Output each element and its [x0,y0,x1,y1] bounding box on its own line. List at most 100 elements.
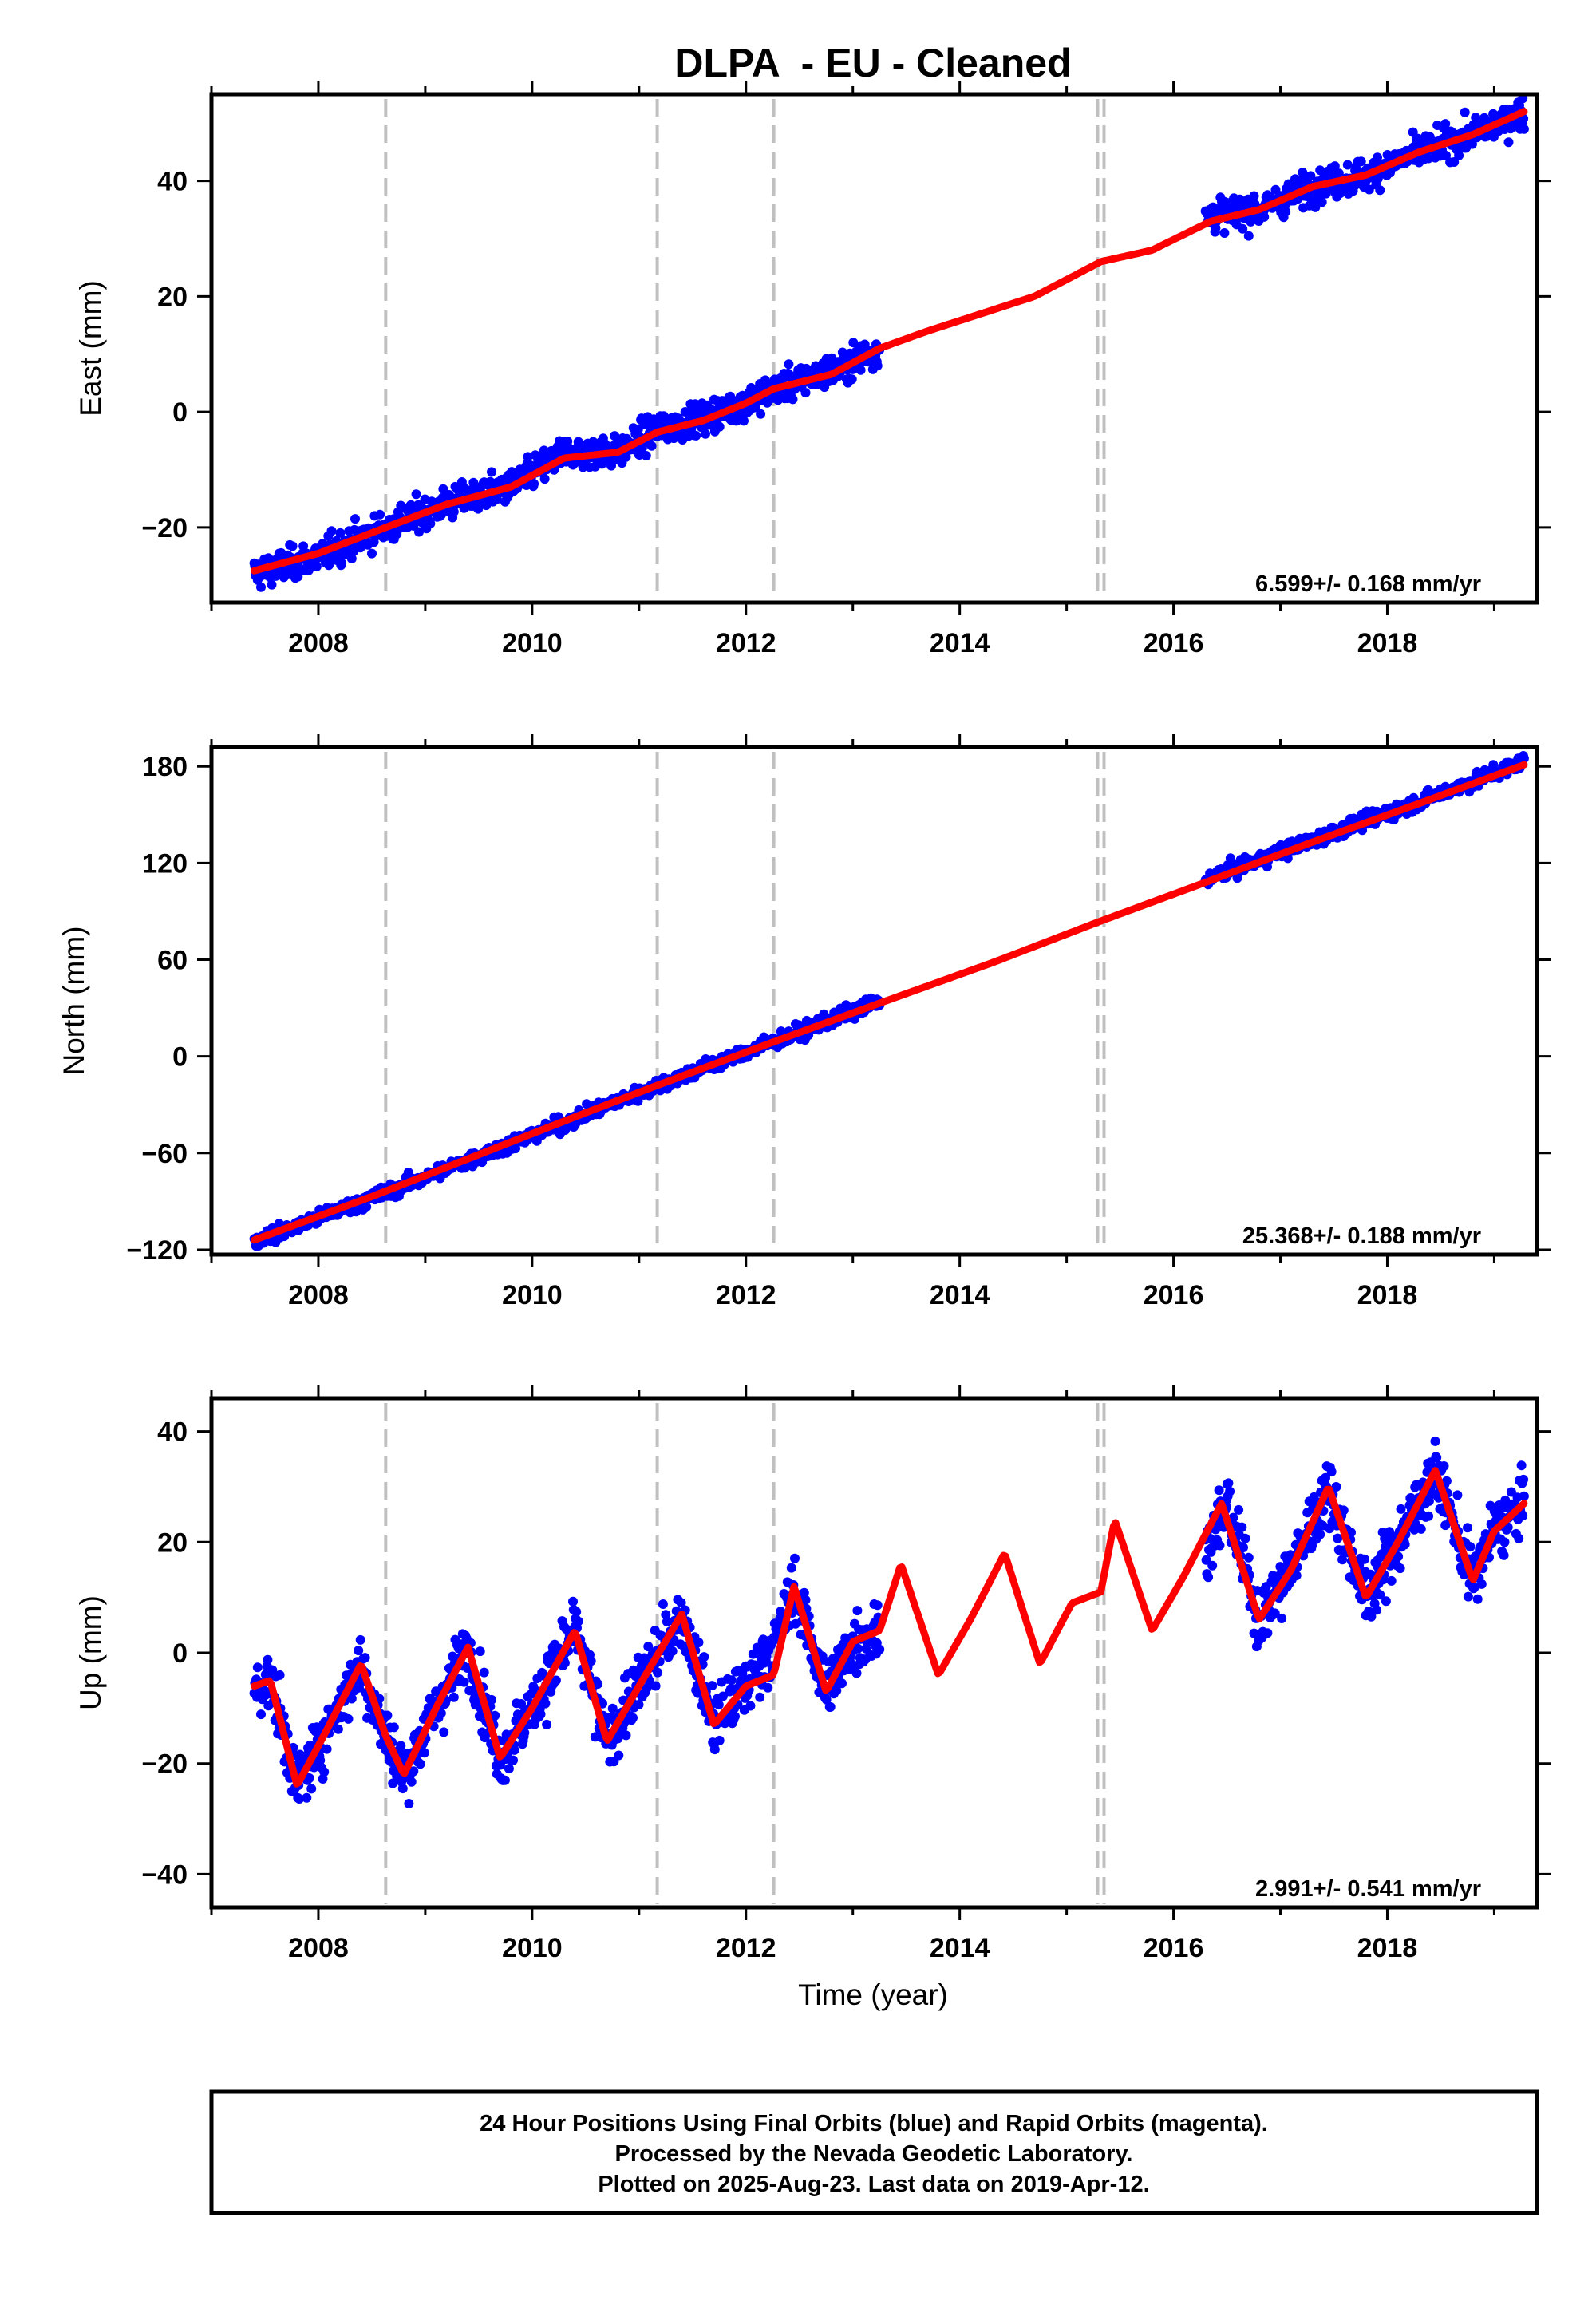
north-x-tick-label-2014: 2014 [930,1280,990,1310]
north-rate-label: 25.368+/- 0.188 mm/yr [1242,1223,1481,1249]
east-point-1175 [1364,184,1374,195]
up-point-1325 [1465,1542,1476,1552]
up-x-tick-label-2012: 2012 [716,1933,776,1963]
east-point-146 [346,554,357,563]
east-point-1124 [1329,161,1340,172]
up-point-1342 [1476,1579,1487,1589]
east-point-693 [714,421,725,432]
north-x-tick-label-2012: 2012 [716,1280,776,1310]
east-point-532 [606,460,616,471]
up-point-1322 [1463,1591,1473,1602]
up-point-1102 [1315,1529,1325,1539]
up-point-636 [676,1598,686,1608]
north-y-tick-label--60: −60 [141,1139,188,1169]
east-point-362 [492,494,502,504]
east-plot-frame [209,92,1539,605]
footer-box [209,2089,1539,2215]
east-point-592 [646,441,657,451]
east-y-tick-label-40: 40 [157,167,188,197]
up-point-427 [535,1709,546,1719]
up-point-207 [388,1778,398,1788]
north-y-tick-label-120: 120 [142,848,188,879]
up-point-1024 [1262,1628,1273,1638]
up-point-686 [709,1745,720,1755]
up-point-898 [852,1606,863,1616]
up-point-1126 [1331,1482,1341,1492]
up-point-254 [419,1748,429,1758]
east-point-417 [529,479,539,489]
east-point-1163 [1356,156,1366,167]
up-point-354 [487,1694,496,1705]
east-point-796 [784,359,794,370]
up-point-39 [275,1670,285,1680]
up-point-931 [875,1644,885,1654]
north-point-132 [361,1202,372,1212]
up-point-573 [634,1700,644,1709]
footer-line-1: 24 Hour Positions Using Final Orbits (bl… [480,2111,1268,2136]
up-point-716 [730,1711,740,1721]
up-point-209 [389,1722,399,1733]
east-point-890 [847,374,857,385]
east-point-1088 [1306,171,1316,181]
up-point-1263 [1424,1511,1434,1521]
east-y-tick-label-20: 20 [157,282,188,312]
up-y-tick-label-0: 0 [172,1638,188,1669]
up-point-1045 [1277,1614,1287,1623]
up-point-403 [519,1728,530,1738]
east-point-151 [350,514,360,524]
up-rate-label: 2.991+/- 0.541 mm/yr [1255,1876,1481,1902]
up-model-line [251,1467,1528,1788]
up-data-points [249,1436,1529,1808]
east-x-tick-label-2010: 2010 [502,628,563,658]
up-point-601 [653,1667,663,1678]
up-point-374 [500,1775,510,1785]
east-x-tick-label-2018: 2018 [1357,628,1418,658]
up-point-1067 [1291,1571,1302,1581]
up-point-199 [382,1710,393,1721]
east-point-94 [311,561,322,571]
up-point-222 [397,1784,408,1794]
up-point-1221 [1395,1563,1405,1574]
up-point-219 [396,1741,406,1751]
north-y-tick-label-180: 180 [142,752,188,782]
up-point-936 [1203,1572,1214,1583]
east-y-tick-label--20: −20 [141,513,188,543]
up-point-991 [1240,1533,1250,1543]
east-point-1105 [1317,197,1327,207]
up-point-867 [832,1686,842,1696]
east-point-116 [326,526,337,536]
up-point-623 [667,1646,678,1656]
up-point-897 [851,1668,862,1678]
east-point-1019 [1259,211,1270,222]
up-point-238 [409,1766,419,1777]
up-point-609 [658,1599,668,1609]
up-y-tick-label-40: 40 [157,1417,188,1448]
up-point-753 [755,1692,765,1702]
east-point-263 [425,519,436,528]
east-point-176 [367,548,377,559]
north-x-tick-label-2016: 2016 [1144,1280,1204,1310]
up-point-693 [714,1735,725,1745]
up-point-1222 [1396,1504,1406,1514]
up-point-821 [800,1595,811,1605]
east-point-1187 [1373,152,1382,163]
east-point-282 [438,484,448,494]
east-point-892 [848,338,859,348]
north-point-1104 [1519,753,1529,764]
up-point-800 [786,1563,796,1573]
east-point-1403 [1518,94,1528,104]
east-point-129 [335,528,346,538]
up-y-tick-label-20: 20 [157,1528,188,1558]
up-point-83 [304,1773,314,1783]
up-point-981 [1234,1504,1244,1515]
up-point-1128 [1333,1533,1343,1543]
up-point-436 [542,1719,552,1729]
footer-line-2: Processed by the Nevada Geodetic Laborat… [615,2141,1133,2167]
east-point-996 [1243,231,1254,241]
east-point-960 [1219,228,1230,238]
east-point-1051 [1281,207,1291,217]
up-point-739 [745,1701,756,1711]
footer-line-3: Plotted on 2025-Aug-23. Last data on 201… [598,2172,1149,2197]
north-x-tick-label-2018: 2018 [1357,1280,1418,1310]
east-point-27 [267,579,277,590]
